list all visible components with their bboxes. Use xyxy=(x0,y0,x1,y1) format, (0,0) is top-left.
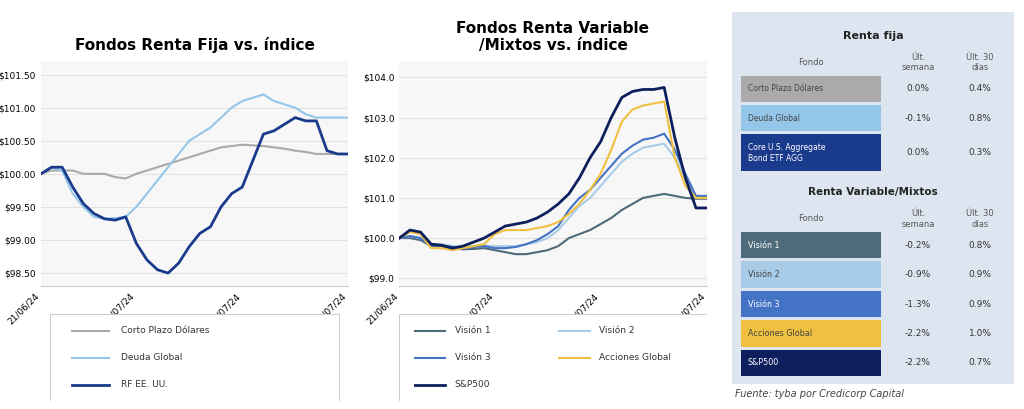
FancyBboxPatch shape xyxy=(740,291,882,317)
FancyBboxPatch shape xyxy=(740,350,882,376)
Text: -0.9%: -0.9% xyxy=(905,270,931,279)
Text: 1.0%: 1.0% xyxy=(969,329,991,338)
Text: 0.7%: 0.7% xyxy=(969,358,991,367)
Text: Últ. 30
días: Últ. 30 días xyxy=(967,209,993,229)
FancyBboxPatch shape xyxy=(740,320,882,347)
Text: Deuda Global: Deuda Global xyxy=(121,353,182,362)
Text: 0.8%: 0.8% xyxy=(969,114,991,123)
Text: Últ.
semana: Últ. semana xyxy=(901,209,935,229)
Text: -2.2%: -2.2% xyxy=(905,329,931,338)
Title: Fondos Renta Variable
/Mixtos vs. índice: Fondos Renta Variable /Mixtos vs. índice xyxy=(457,21,649,53)
FancyBboxPatch shape xyxy=(740,76,882,102)
Text: -1.3%: -1.3% xyxy=(905,299,931,308)
Text: Visión 3: Visión 3 xyxy=(748,299,779,308)
Text: Fondo: Fondo xyxy=(798,58,824,67)
FancyBboxPatch shape xyxy=(399,314,707,402)
Text: Visión 1: Visión 1 xyxy=(748,241,779,250)
Text: S&P500: S&P500 xyxy=(748,358,779,367)
Text: -2.2%: -2.2% xyxy=(905,358,931,367)
Text: 0.9%: 0.9% xyxy=(969,299,991,308)
Text: 0.8%: 0.8% xyxy=(969,241,991,250)
Text: 0.3%: 0.3% xyxy=(969,148,991,157)
FancyBboxPatch shape xyxy=(740,261,882,288)
Text: Acciones Global: Acciones Global xyxy=(748,329,812,338)
Text: Renta Variable/Mixtos: Renta Variable/Mixtos xyxy=(808,187,938,197)
Text: Core U.S. Aggregate
Bond ETF AGG: Core U.S. Aggregate Bond ETF AGG xyxy=(748,143,825,162)
Text: Acciones Global: Acciones Global xyxy=(599,353,671,362)
Text: Corto Plazo Dólares: Corto Plazo Dólares xyxy=(748,84,823,93)
FancyBboxPatch shape xyxy=(740,105,882,131)
Text: Visión 1: Visión 1 xyxy=(455,326,490,335)
Text: Renta fija: Renta fija xyxy=(843,31,903,40)
Text: 0.0%: 0.0% xyxy=(906,148,930,157)
Text: RF EE. UU.: RF EE. UU. xyxy=(121,380,168,389)
Text: 0.0%: 0.0% xyxy=(906,84,930,93)
Text: 0.4%: 0.4% xyxy=(969,84,991,93)
Text: 0.9%: 0.9% xyxy=(969,270,991,279)
Text: Últ. 30
días: Últ. 30 días xyxy=(967,53,993,72)
Text: Fuente: tyba por Credicorp Capital: Fuente: tyba por Credicorp Capital xyxy=(735,389,904,399)
Text: Deuda Global: Deuda Global xyxy=(748,114,800,123)
FancyBboxPatch shape xyxy=(740,134,882,171)
FancyBboxPatch shape xyxy=(50,314,339,402)
FancyBboxPatch shape xyxy=(740,232,882,258)
Text: Últ.
semana: Últ. semana xyxy=(901,53,935,72)
Text: Visión 3: Visión 3 xyxy=(455,353,490,362)
Text: -0.2%: -0.2% xyxy=(905,241,931,250)
Text: Visión 2: Visión 2 xyxy=(748,270,779,279)
Text: Fondo: Fondo xyxy=(798,214,824,223)
FancyBboxPatch shape xyxy=(727,9,1017,392)
Text: Visión 2: Visión 2 xyxy=(599,326,635,335)
Title: Fondos Renta Fija vs. índice: Fondos Renta Fija vs. índice xyxy=(75,37,314,53)
Text: -0.1%: -0.1% xyxy=(905,114,931,123)
Text: S&P500: S&P500 xyxy=(455,380,490,389)
Text: Corto Plazo Dólares: Corto Plazo Dólares xyxy=(121,326,209,335)
